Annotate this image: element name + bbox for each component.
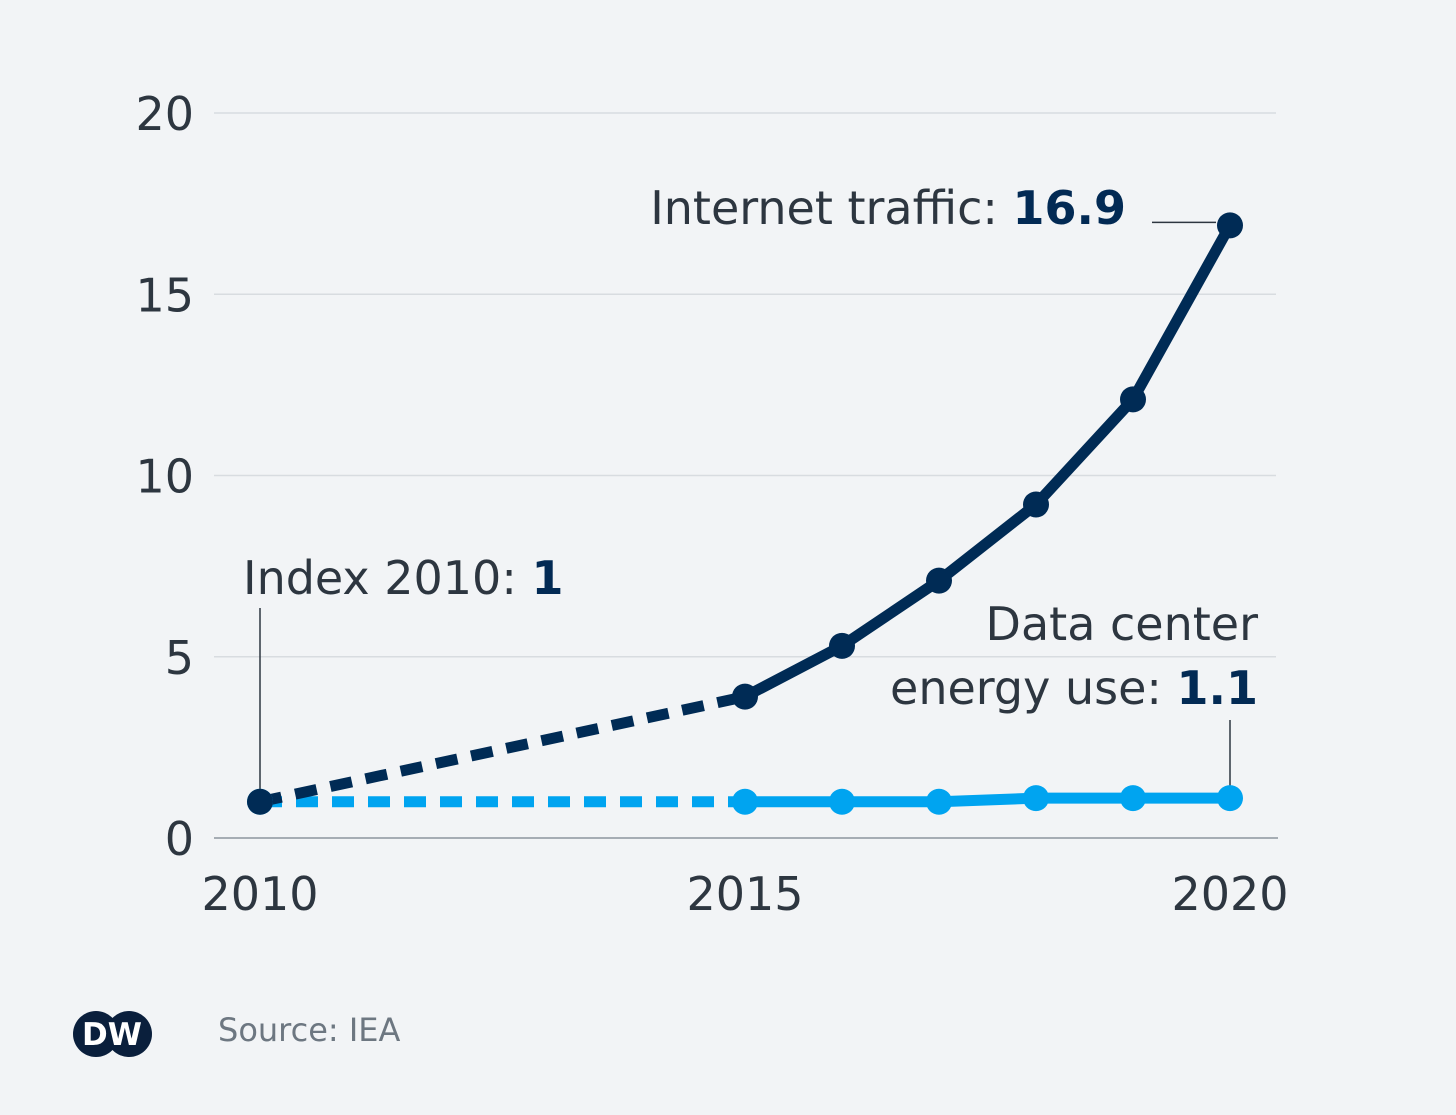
- annotation-internet-label: Internet traffic:: [650, 181, 1012, 235]
- point-datacenter-2018: [1023, 785, 1049, 812]
- data-points: [247, 212, 1243, 815]
- y-tick-label-10: 10: [135, 450, 194, 504]
- x-tick-label-2020: 2020: [1171, 867, 1288, 921]
- series-internet-line: [739, 219, 1236, 703]
- annotation-index-2010: Index 2010: 1: [243, 551, 563, 605]
- y-axis-ticks: 0 5 10 15 20: [135, 87, 194, 866]
- series-datacenter-line: [739, 792, 1236, 808]
- dw-logo-text: DW: [82, 1017, 142, 1053]
- y-tick-label-15: 15: [135, 268, 194, 322]
- annotation-internet-value: 16.9: [1013, 181, 1127, 235]
- grid-lines: [214, 112, 1276, 658]
- point-datacenter-2019: [1120, 785, 1146, 812]
- point-internet-2020: [1217, 212, 1243, 239]
- annotation-datacenter-label: energy use:: [890, 661, 1176, 715]
- annotation-leader-lines: [259, 221, 1231, 802]
- y-tick-label-20: 20: [135, 87, 194, 141]
- y-tick-label-0: 0: [165, 812, 194, 866]
- point-internet-2010: [247, 788, 273, 815]
- point-datacenter-2017: [926, 788, 952, 815]
- point-datacenter-2020: [1217, 785, 1243, 812]
- annotation-datacenter-energy: energy use: 1.1: [890, 661, 1258, 715]
- x-axis-ticks: 2010 2015 2020: [201, 867, 1288, 921]
- x-tick-label-2010: 2010: [201, 867, 318, 921]
- annotation-index-value: 1: [531, 551, 563, 605]
- source-label: Source: IEA: [218, 1011, 401, 1049]
- series-lines: [258, 219, 1236, 808]
- dw-logo-circle-w: [106, 1011, 152, 1057]
- series-internet-dashed-line: [258, 691, 747, 808]
- point-internet-2017: [926, 567, 952, 594]
- x-tick-label-2015: 2015: [686, 867, 803, 921]
- dw-logo: DW: [73, 1011, 152, 1057]
- dw-logo-circle-d: [73, 1011, 119, 1057]
- point-internet-2015: [732, 683, 758, 710]
- point-internet-2016: [829, 632, 855, 659]
- annotation-index-label: Index 2010:: [243, 551, 531, 605]
- point-internet-2018: [1023, 491, 1049, 518]
- annotation-datacenter-value: 1.1: [1177, 661, 1259, 715]
- point-internet-2019: [1120, 386, 1146, 413]
- annotation-internet-traffic: Internet traffic: 16.9: [650, 181, 1126, 235]
- point-datacenter-2016: [829, 788, 855, 815]
- y-tick-label-5: 5: [165, 631, 194, 685]
- annotation-datacenter-line1: Data center: [986, 597, 1259, 651]
- point-datacenter-2015: [732, 788, 758, 815]
